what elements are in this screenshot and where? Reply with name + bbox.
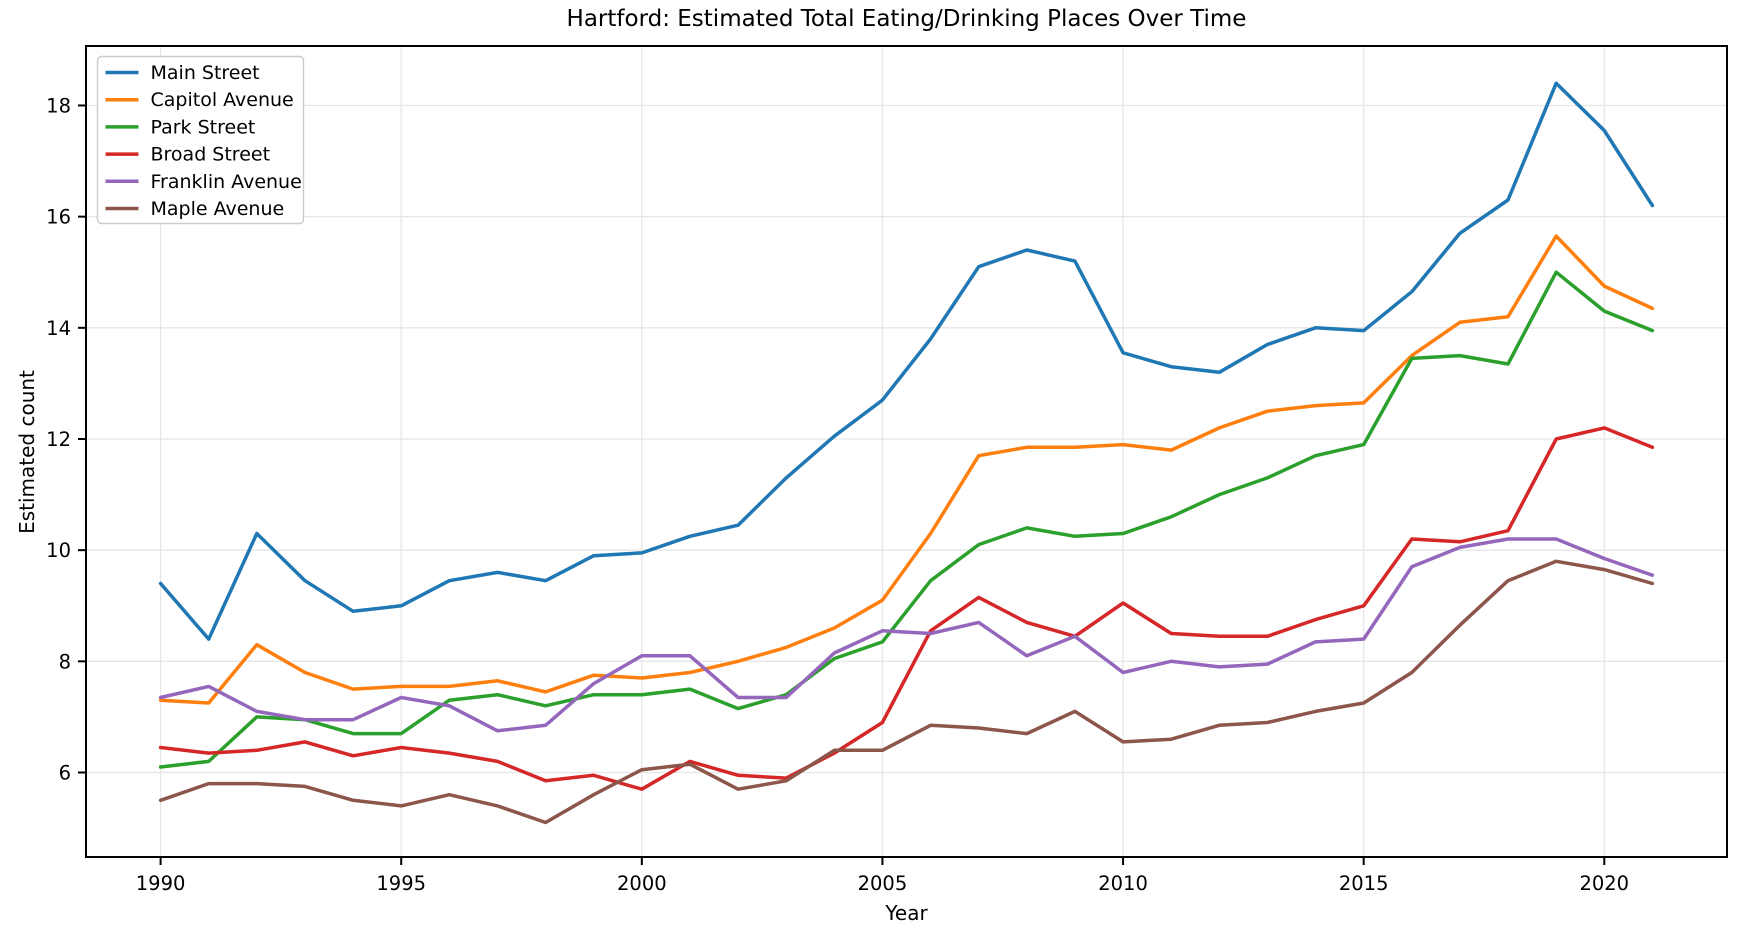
x-tick-label: 2020 [1579,872,1629,895]
x-tick-label: 2005 [858,872,908,895]
y-tick-label: 18 [46,94,71,117]
series-line-broad-street [158,426,1655,791]
x-axis-label: Year [885,901,928,925]
y-tick-label: 8 [59,650,71,673]
series-line-main-street [158,81,1655,641]
legend-label-main-street: Main Street [151,62,260,84]
plot-border [85,45,1728,858]
legend-label-maple-avenue: Maple Avenue [151,198,285,220]
series-line-capitol-avenue [158,234,1655,705]
series-line-maple-avenue [158,559,1655,825]
x-tick-label: 2000 [617,872,667,895]
legend-label-capitol-avenue: Capitol Avenue [151,89,294,111]
y-tick-label: 10 [46,539,71,562]
series-line-franklin-avenue [158,537,1655,733]
chart-title: Hartford: Estimated Total Eating/Drinkin… [566,6,1247,32]
y-tick-label: 16 [46,206,71,229]
y-axis-label: Estimated count [15,370,39,534]
x-tick-label: 1995 [376,872,426,895]
x-tick-label: 1990 [136,872,186,895]
legend-label-park-street: Park Street [151,116,256,138]
legend-label-franklin-avenue: Franklin Avenue [151,171,302,193]
series-line-park-street [158,270,1655,769]
y-tick-label: 12 [46,428,71,451]
y-tick-label: 14 [46,317,71,340]
x-tick-label: 2010 [1098,872,1148,895]
legend-label-broad-street: Broad Street [151,144,271,166]
legend [96,55,305,225]
x-tick-label: 2015 [1339,872,1389,895]
y-tick-label: 6 [59,762,71,785]
